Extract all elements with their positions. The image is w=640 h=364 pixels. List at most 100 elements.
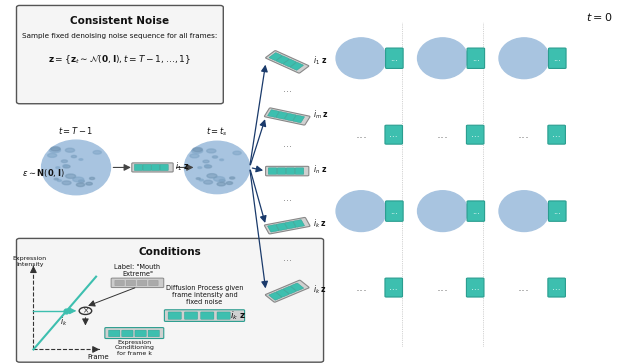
Text: ...: ... xyxy=(390,54,398,63)
FancyBboxPatch shape xyxy=(467,278,484,297)
Ellipse shape xyxy=(54,178,58,180)
Ellipse shape xyxy=(193,147,202,152)
Text: Sample fixed denoising noise sequence for all frames:: Sample fixed denoising noise sequence fo… xyxy=(22,33,218,39)
Ellipse shape xyxy=(233,151,241,155)
FancyBboxPatch shape xyxy=(548,125,565,144)
FancyBboxPatch shape xyxy=(293,220,305,227)
FancyBboxPatch shape xyxy=(201,312,214,319)
FancyBboxPatch shape xyxy=(184,312,198,319)
Text: ...: ... xyxy=(518,128,530,141)
FancyBboxPatch shape xyxy=(467,125,484,144)
FancyBboxPatch shape xyxy=(548,201,566,221)
FancyBboxPatch shape xyxy=(285,221,296,229)
FancyBboxPatch shape xyxy=(548,48,566,68)
FancyBboxPatch shape xyxy=(467,201,484,221)
FancyBboxPatch shape xyxy=(276,111,287,119)
Ellipse shape xyxy=(336,38,386,79)
FancyBboxPatch shape xyxy=(277,168,286,174)
FancyBboxPatch shape xyxy=(148,280,158,286)
FancyBboxPatch shape xyxy=(17,5,223,104)
Text: ...: ... xyxy=(389,130,398,139)
Text: ...: ... xyxy=(355,128,367,141)
FancyBboxPatch shape xyxy=(268,225,279,232)
Ellipse shape xyxy=(336,191,386,232)
FancyBboxPatch shape xyxy=(105,328,164,339)
Ellipse shape xyxy=(196,178,200,179)
FancyBboxPatch shape xyxy=(385,125,403,144)
Text: ...: ... xyxy=(552,130,561,139)
FancyBboxPatch shape xyxy=(134,164,143,171)
Text: $\epsilon \sim \mathbf{N}(\mathbf{0}, \mathbf{I})$: $\epsilon \sim \mathbf{N}(\mathbf{0}, \m… xyxy=(22,167,65,179)
FancyBboxPatch shape xyxy=(135,330,146,337)
Text: ...: ... xyxy=(355,281,367,294)
Ellipse shape xyxy=(207,149,216,153)
FancyBboxPatch shape xyxy=(269,292,282,300)
Ellipse shape xyxy=(79,159,83,160)
Ellipse shape xyxy=(58,180,61,182)
Text: ...: ... xyxy=(471,283,479,292)
FancyBboxPatch shape xyxy=(264,217,310,234)
Text: $\mathbf{z} = \{\mathbf{z}_t \sim \mathcal{N}(\mathbf{0}, \mathbf{I}), t = T-1, : $\mathbf{z} = \{\mathbf{z}_t \sim \mathc… xyxy=(49,53,191,66)
FancyBboxPatch shape xyxy=(152,164,160,171)
Ellipse shape xyxy=(63,165,70,168)
Text: $t = t_s$: $t = t_s$ xyxy=(206,125,228,138)
FancyBboxPatch shape xyxy=(276,223,287,230)
Text: ...: ... xyxy=(436,281,449,294)
FancyBboxPatch shape xyxy=(143,164,151,171)
Text: ...: ... xyxy=(472,207,480,215)
FancyBboxPatch shape xyxy=(276,289,289,297)
FancyBboxPatch shape xyxy=(385,278,403,297)
FancyBboxPatch shape xyxy=(268,168,277,174)
FancyBboxPatch shape xyxy=(385,201,403,221)
Text: Expression
Intensity: Expression Intensity xyxy=(13,256,47,267)
FancyBboxPatch shape xyxy=(286,168,295,174)
Ellipse shape xyxy=(190,154,199,158)
FancyBboxPatch shape xyxy=(385,48,403,68)
Ellipse shape xyxy=(207,174,217,178)
Ellipse shape xyxy=(499,38,549,79)
Text: $\times$: $\times$ xyxy=(82,306,89,316)
FancyBboxPatch shape xyxy=(283,59,296,67)
Ellipse shape xyxy=(214,177,225,181)
FancyBboxPatch shape xyxy=(122,330,133,337)
Text: ...: ... xyxy=(554,54,561,63)
Text: Frame: Frame xyxy=(88,354,109,360)
Text: Diffusion Process given
frame intensity and
fixed noise: Diffusion Process given frame intensity … xyxy=(166,285,243,305)
Ellipse shape xyxy=(62,181,71,185)
Ellipse shape xyxy=(93,151,101,154)
Ellipse shape xyxy=(191,149,203,153)
Ellipse shape xyxy=(71,155,77,158)
Ellipse shape xyxy=(205,165,209,167)
Text: $i_n$ $\mathbf{z}$: $i_n$ $\mathbf{z}$ xyxy=(313,163,327,176)
Ellipse shape xyxy=(220,159,223,161)
Text: Consistent Noise: Consistent Noise xyxy=(70,16,170,26)
Text: ...: ... xyxy=(472,54,480,63)
FancyBboxPatch shape xyxy=(266,51,309,73)
FancyBboxPatch shape xyxy=(17,238,324,362)
Ellipse shape xyxy=(417,38,468,79)
Ellipse shape xyxy=(199,179,204,181)
Text: Conditions: Conditions xyxy=(139,247,202,257)
Ellipse shape xyxy=(63,165,68,167)
FancyBboxPatch shape xyxy=(264,108,310,125)
FancyBboxPatch shape xyxy=(467,48,484,68)
FancyBboxPatch shape xyxy=(109,330,120,337)
FancyBboxPatch shape xyxy=(295,168,304,174)
Text: Label: "Mouth
Extreme": Label: "Mouth Extreme" xyxy=(115,264,161,277)
Text: ...: ... xyxy=(554,207,561,215)
Ellipse shape xyxy=(76,183,84,187)
FancyBboxPatch shape xyxy=(291,283,303,291)
Ellipse shape xyxy=(219,179,225,182)
Text: ...: ... xyxy=(283,84,292,94)
FancyBboxPatch shape xyxy=(276,56,289,64)
Ellipse shape xyxy=(79,180,84,182)
FancyBboxPatch shape xyxy=(160,164,168,171)
Text: $i_m$ $\mathbf{z}$: $i_m$ $\mathbf{z}$ xyxy=(313,109,329,121)
Ellipse shape xyxy=(47,153,57,157)
FancyBboxPatch shape xyxy=(126,280,136,286)
Ellipse shape xyxy=(86,182,92,185)
Ellipse shape xyxy=(90,177,95,179)
FancyBboxPatch shape xyxy=(268,110,279,117)
Ellipse shape xyxy=(49,148,61,153)
Text: ...: ... xyxy=(283,253,292,264)
